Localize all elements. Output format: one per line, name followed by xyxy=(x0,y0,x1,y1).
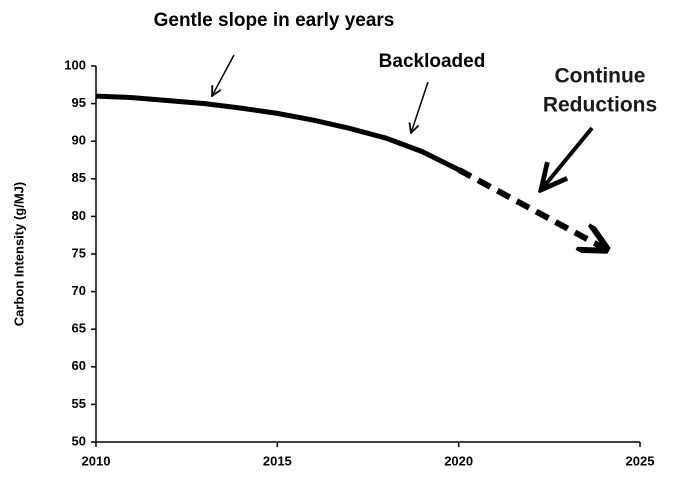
y-tick-label: 85 xyxy=(72,170,86,185)
y-tick-label: 90 xyxy=(72,133,86,148)
x-tick-label: 2010 xyxy=(82,453,111,468)
line-series xyxy=(95,93,460,173)
annotation-arrow xyxy=(212,54,235,96)
line-series xyxy=(457,167,604,248)
y-tick-label: 60 xyxy=(72,358,86,373)
annotation: Backloaded xyxy=(379,51,486,72)
annotation-arrow xyxy=(541,126,594,190)
y-tick-label: 55 xyxy=(72,396,86,411)
y-tick-label: 50 xyxy=(72,433,86,448)
annotation: Continue xyxy=(555,65,646,88)
annotation: Gentle slope in early years xyxy=(154,10,395,31)
annotation-arrow xyxy=(411,81,429,133)
x-tick-label: 2025 xyxy=(626,453,655,468)
y-tick-label: 95 xyxy=(72,95,86,110)
y-tick-label: 75 xyxy=(72,245,86,260)
y-tick-label: 100 xyxy=(64,57,86,72)
x-tick-label: 2020 xyxy=(444,453,473,468)
y-tick-label: 80 xyxy=(72,208,86,223)
annotation: Reductions xyxy=(543,94,657,117)
y-axis-label: Carbon Intensity (g/MJ) xyxy=(11,182,26,326)
y-tick-label: 65 xyxy=(72,321,86,336)
y-tick-label: 70 xyxy=(72,283,86,298)
x-tick-label: 2015 xyxy=(263,453,292,468)
